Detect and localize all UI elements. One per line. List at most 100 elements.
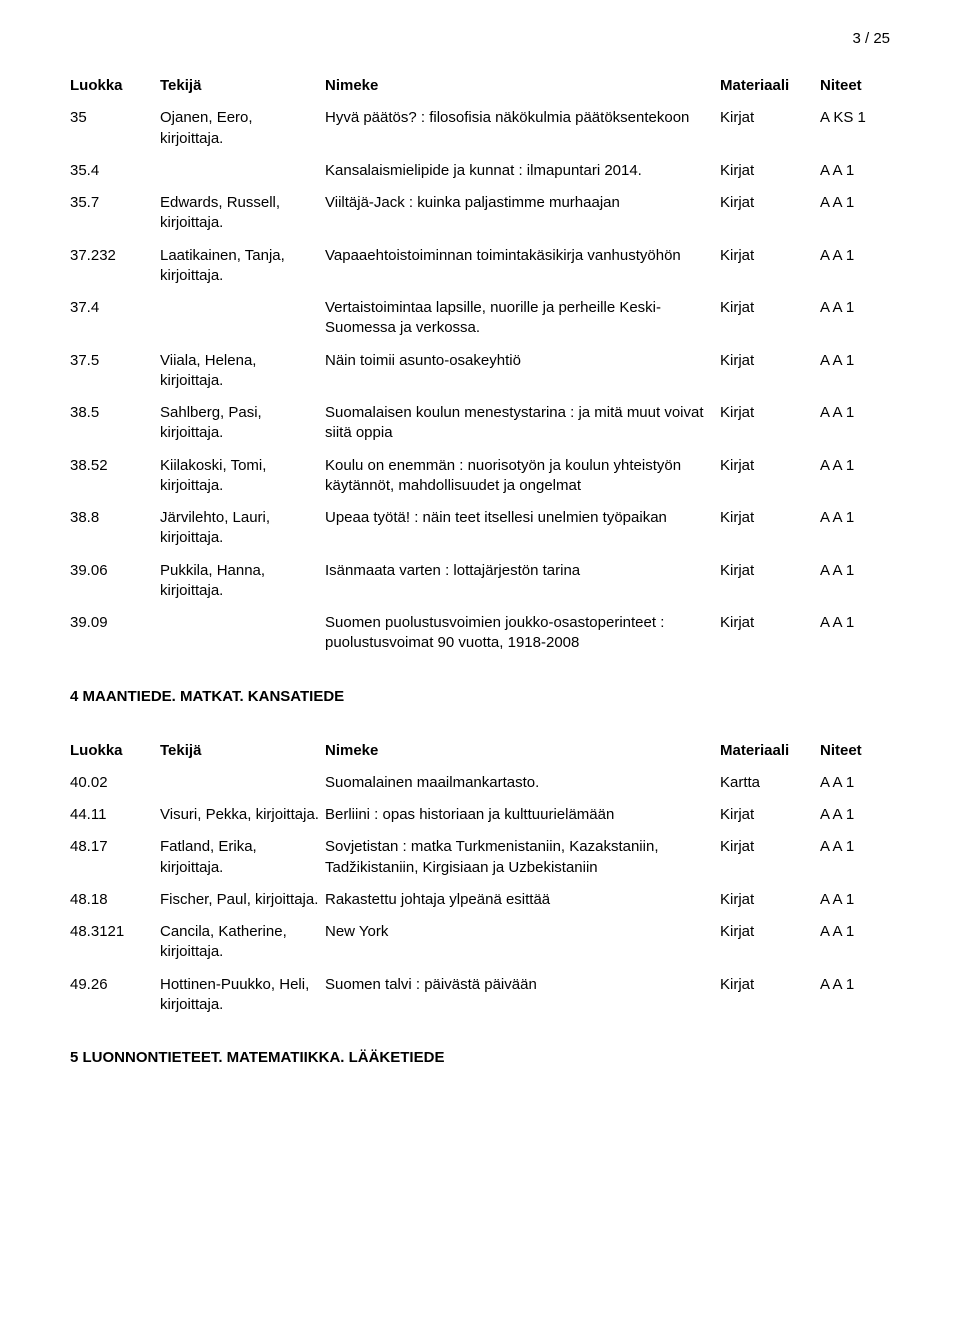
cell-tekija: Fatland, Erika, kirjoittaja. — [160, 831, 325, 884]
cell-nimeke: Rakastettu johtaja ylpeänä esittää — [325, 884, 720, 916]
cell-tekija: Visuri, Pekka, kirjoittaja. — [160, 799, 325, 831]
table-row: 38.52Kiilakoski, Tomi, kirjoittaja.Koulu… — [70, 450, 890, 503]
cell-nimeke: Sovjetistan : matka Turkmenistaniin, Kaz… — [325, 831, 720, 884]
cell-luokka: 38.8 — [70, 502, 160, 555]
cell-materiaali: Kirjat — [720, 884, 820, 916]
table-row: 44.11Visuri, Pekka, kirjoittaja.Berliini… — [70, 799, 890, 831]
cell-niteet: A KS 1 — [820, 102, 890, 155]
cell-luokka: 35.7 — [70, 187, 160, 240]
cell-luokka: 35 — [70, 102, 160, 155]
cell-niteet: A A 1 — [820, 240, 890, 293]
cell-materiaali: Kirjat — [720, 397, 820, 450]
cell-niteet: A A 1 — [820, 397, 890, 450]
cell-tekija: Ojanen, Eero, kirjoittaja. — [160, 102, 325, 155]
cell-niteet: A A 1 — [820, 502, 890, 555]
cell-niteet: A A 1 — [820, 450, 890, 503]
cell-niteet: A A 1 — [820, 345, 890, 398]
table-row: 37.5Viiala, Helena, kirjoittaja.Näin toi… — [70, 345, 890, 398]
cell-tekija — [160, 292, 325, 345]
table-row: 39.09Suomen puolustusvoimien joukko-osas… — [70, 607, 890, 660]
cell-luokka: 39.09 — [70, 607, 160, 660]
cell-materiaali: Kirjat — [720, 916, 820, 969]
cell-tekija: Kiilakoski, Tomi, kirjoittaja. — [160, 450, 325, 503]
cell-niteet: A A 1 — [820, 155, 890, 187]
section-3-title: 5 LUONNONTIETEET. MATEMATIIKKA. LÄÄKETIE… — [70, 1049, 890, 1066]
cell-materiaali: Kirjat — [720, 345, 820, 398]
cell-tekija: Laatikainen, Tanja, kirjoittaja. — [160, 240, 325, 293]
cell-tekija — [160, 155, 325, 187]
cell-nimeke: Suomen talvi : päivästä päivään — [325, 969, 720, 1022]
table-row: 35.4Kansalaismielipide ja kunnat : ilmap… — [70, 155, 890, 187]
cell-materiaali: Kartta — [720, 767, 820, 799]
table-row: 48.18Fischer, Paul, kirjoittaja.Rakastet… — [70, 884, 890, 916]
cell-materiaali: Kirjat — [720, 240, 820, 293]
cell-materiaali: Kirjat — [720, 607, 820, 660]
cell-materiaali: Kirjat — [720, 450, 820, 503]
table-row: 38.8Järvilehto, Lauri, kirjoittaja.Upeaa… — [70, 502, 890, 555]
cell-tekija: Sahlberg, Pasi, kirjoittaja. — [160, 397, 325, 450]
cell-luokka: 38.52 — [70, 450, 160, 503]
cell-nimeke: Vertaistoimintaa lapsille, nuorille ja p… — [325, 292, 720, 345]
col-tekija-header: Tekijä — [160, 735, 325, 767]
cell-niteet: A A 1 — [820, 187, 890, 240]
cell-tekija: Edwards, Russell, kirjoittaja. — [160, 187, 325, 240]
col-tekija-header: Tekijä — [160, 70, 325, 102]
cell-nimeke: New York — [325, 916, 720, 969]
cell-materiaali: Kirjat — [720, 831, 820, 884]
cell-nimeke: Vapaaehtoistoiminnan toimintakäsikirja v… — [325, 240, 720, 293]
cell-materiaali: Kirjat — [720, 799, 820, 831]
cell-tekija: Järvilehto, Lauri, kirjoittaja. — [160, 502, 325, 555]
cell-nimeke: Suomalaisen koulun menestystarina : ja m… — [325, 397, 720, 450]
cell-luokka: 38.5 — [70, 397, 160, 450]
cell-niteet: A A 1 — [820, 884, 890, 916]
cell-luokka: 48.17 — [70, 831, 160, 884]
cell-luokka: 44.11 — [70, 799, 160, 831]
page-number: 3 / 25 — [852, 30, 890, 47]
col-materiaali-header: Materiaali — [720, 735, 820, 767]
cell-materiaali: Kirjat — [720, 187, 820, 240]
cell-luokka: 48.3121 — [70, 916, 160, 969]
book-table-2: Luokka Tekijä Nimeke Materiaali Niteet 4… — [70, 735, 890, 1022]
table-row: 37.232Laatikainen, Tanja, kirjoittaja.Va… — [70, 240, 890, 293]
cell-luokka: 40.02 — [70, 767, 160, 799]
table-row: 38.5Sahlberg, Pasi, kirjoittaja.Suomalai… — [70, 397, 890, 450]
table-row: 40.02 Suomalainen maailmankartasto.Kartta… — [70, 767, 890, 799]
cell-niteet: A A 1 — [820, 607, 890, 660]
cell-nimeke: Isänmaata varten : lottajärjestön tarina — [325, 555, 720, 608]
cell-tekija: Hottinen-Puukko, Heli, kirjoittaja. — [160, 969, 325, 1022]
cell-niteet: A A 1 — [820, 831, 890, 884]
cell-nimeke: Suomalainen maailmankartasto. — [325, 767, 720, 799]
cell-tekija: Fischer, Paul, kirjoittaja. — [160, 884, 325, 916]
cell-nimeke: Näin toimii asunto-osakeyhtiö — [325, 345, 720, 398]
cell-nimeke: Upeaa työtä! : näin teet itsellesi unelm… — [325, 502, 720, 555]
cell-tekija: Viiala, Helena, kirjoittaja. — [160, 345, 325, 398]
col-luokka-header: Luokka — [70, 70, 160, 102]
cell-niteet: A A 1 — [820, 916, 890, 969]
table-row: 49.26Hottinen-Puukko, Heli, kirjoittaja.… — [70, 969, 890, 1022]
col-luokka-header: Luokka — [70, 735, 160, 767]
cell-nimeke: Berliini : opas historiaan ja kulttuurie… — [325, 799, 720, 831]
table-header-row: Luokka Tekijä Nimeke Materiaali Niteet — [70, 70, 890, 102]
cell-tekija: Pukkila, Hanna, kirjoittaja. — [160, 555, 325, 608]
col-nimeke-header: Nimeke — [325, 735, 720, 767]
col-materiaali-header: Materiaali — [720, 70, 820, 102]
cell-nimeke: Koulu on enemmän : nuorisotyön ja koulun… — [325, 450, 720, 503]
cell-materiaali: Kirjat — [720, 555, 820, 608]
cell-luokka: 49.26 — [70, 969, 160, 1022]
table-row: 37.4Vertaistoimintaa lapsille, nuorille … — [70, 292, 890, 345]
cell-niteet: A A 1 — [820, 969, 890, 1022]
page: 3 / 25 Luokka Tekijä Nimeke Materiaali N… — [0, 0, 960, 1329]
cell-materiaali: Kirjat — [720, 155, 820, 187]
col-nimeke-header: Nimeke — [325, 70, 720, 102]
cell-luokka: 39.06 — [70, 555, 160, 608]
table-header-row: Luokka Tekijä Nimeke Materiaali Niteet — [70, 735, 890, 767]
cell-nimeke: Hyvä päätös? : filosofisia näkökulmia pä… — [325, 102, 720, 155]
cell-luokka: 37.232 — [70, 240, 160, 293]
cell-materiaali: Kirjat — [720, 102, 820, 155]
col-niteet-header: Niteet — [820, 70, 890, 102]
cell-materiaali: Kirjat — [720, 969, 820, 1022]
table-row: 39.06Pukkila, Hanna, kirjoittaja.Isänmaa… — [70, 555, 890, 608]
section-2-title: 4 MAANTIEDE. MATKAT. KANSATIEDE — [70, 688, 890, 705]
cell-luokka: 48.18 — [70, 884, 160, 916]
cell-tekija — [160, 767, 325, 799]
